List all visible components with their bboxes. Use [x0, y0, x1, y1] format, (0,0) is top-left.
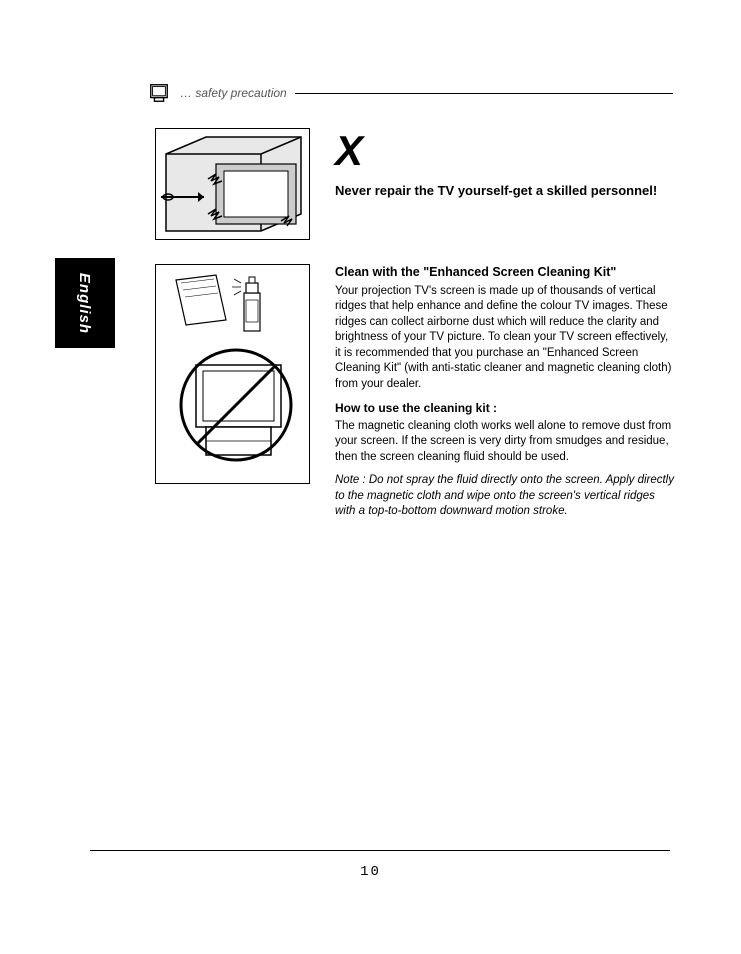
repair-warning-text: X Never repair the TV yourself-get a ski…: [335, 128, 675, 240]
cleaning-illustration: [155, 264, 310, 484]
x-mark-icon: X: [335, 130, 675, 172]
monitor-icon: [148, 82, 170, 104]
repair-warning: Never repair the TV yourself-get a skill…: [335, 182, 675, 200]
cleaning-para1: Your projection TV's screen is made up o…: [335, 284, 675, 393]
language-label: English: [77, 272, 94, 333]
language-tab: English: [55, 258, 115, 348]
cleaning-text: Clean with the "Enhanced Screen Cleaning…: [335, 264, 675, 520]
header-rule: [295, 93, 673, 94]
page-number: 10: [0, 864, 741, 880]
cleaning-subhead: How to use the cleaning kit :: [335, 400, 675, 416]
repair-illustration: [155, 128, 310, 240]
page: English … safety precaution: [0, 0, 741, 954]
section-header: … safety precaution: [148, 78, 673, 108]
header-label: … safety precaution: [180, 86, 287, 100]
repair-warning-section: X Never repair the TV yourself-get a ski…: [155, 128, 675, 240]
cleaning-note: Note : Do not spray the fluid directly o…: [335, 473, 675, 520]
cleaning-para2: The magnetic cleaning cloth works well a…: [335, 419, 675, 466]
footer-rule: [90, 850, 670, 851]
cleaning-section: Clean with the "Enhanced Screen Cleaning…: [155, 264, 675, 520]
cleaning-heading: Clean with the "Enhanced Screen Cleaning…: [335, 264, 675, 281]
